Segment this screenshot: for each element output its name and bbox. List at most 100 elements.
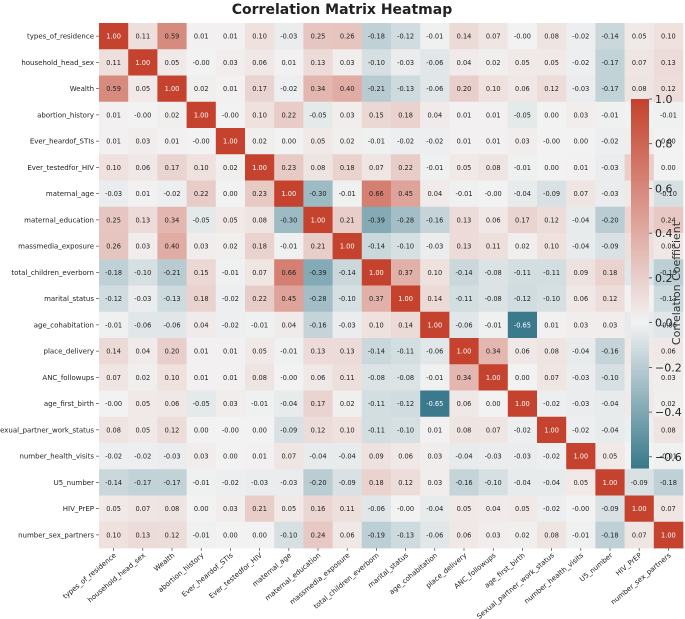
heatmap-cell-value: 0.07: [252, 269, 267, 277]
heatmap-cell-value: -0.02: [105, 453, 122, 461]
heatmap-cell: [128, 390, 158, 418]
heatmap-cell: [595, 416, 625, 444]
heatmap-cell: [128, 23, 158, 50]
heatmap-cell-value: 0.01: [457, 138, 472, 146]
heatmap-cell: [128, 259, 158, 286]
heatmap-cell: [478, 390, 509, 418]
heatmap-cell-value: 0.14: [398, 321, 413, 329]
heatmap-cell: [537, 49, 567, 76]
heatmap-cell-value: -0.28: [309, 295, 326, 303]
heatmap-cell-value: 1.00: [311, 216, 326, 224]
heatmap-cell-value: -0.06: [368, 505, 385, 513]
heatmap-cell: [245, 23, 275, 50]
heatmap-cell-value: 0.34: [311, 85, 326, 93]
colorbar-segment: [631, 126, 649, 131]
heatmap-cell: [595, 23, 625, 50]
heatmap-cell-value: -0.09: [601, 243, 618, 251]
heatmap-cell-value: -0.02: [572, 33, 589, 41]
heatmap-cell-value: 0.03: [194, 453, 209, 461]
heatmap-cell-value: -0.04: [543, 479, 560, 487]
heatmap-cell: [653, 128, 684, 155]
heatmap-cell-value: -0.14: [601, 33, 618, 41]
heatmap-cell-value: -0.16: [455, 479, 472, 487]
heatmap-cell: [215, 233, 246, 260]
heatmap-cell: [157, 259, 187, 286]
colorbar-segment: [631, 431, 649, 435]
heatmap-cell: [624, 495, 655, 523]
colorbar-segment: [631, 197, 649, 202]
heatmap-cell: [332, 180, 363, 208]
colorbar-segment: [631, 252, 649, 257]
heatmap-cell: [128, 338, 158, 365]
colorbar-segment: [631, 175, 649, 180]
y-tick-label: age_first_birth: [44, 400, 94, 408]
heatmap-cell: [391, 128, 421, 155]
colorbar-segment: [631, 255, 649, 260]
heatmap-cell-value: -0.13: [660, 295, 677, 303]
heatmap-cell-value: -0.11: [368, 426, 385, 434]
heatmap-cell: [537, 416, 567, 444]
heatmap-cell-value: 0.02: [340, 138, 355, 146]
heatmap-cell: [537, 311, 567, 339]
heatmap-cell: [537, 443, 567, 470]
colorbar-segment: [631, 222, 649, 226]
heatmap-cell: [537, 75, 567, 103]
colorbar-segment: [631, 160, 649, 165]
heatmap-cell: [507, 180, 538, 208]
heatmap-cell: [157, 233, 187, 260]
heatmap-cell-value: 0.00: [281, 138, 296, 146]
heatmap-cell: [157, 390, 187, 418]
heatmap-cell-value: 0.12: [544, 216, 559, 224]
heatmap-cell: [653, 154, 684, 181]
heatmap-cell-value: -0.30: [280, 216, 297, 224]
colorbar-segment: [631, 341, 649, 346]
heatmap-cell-value: 0.06: [515, 85, 530, 93]
colorbar-segment: [631, 274, 649, 278]
heatmap-cell-value: -0.30: [309, 190, 326, 198]
heatmap-cell-value: 0.01: [135, 190, 150, 198]
colorbar-segment: [631, 428, 649, 432]
heatmap-cell: [303, 128, 333, 155]
heatmap-cell-value: 0.10: [194, 164, 209, 172]
heatmap-cell: [361, 443, 392, 470]
heatmap-cell: [478, 49, 509, 76]
heatmap-cell-value: 0.17: [252, 85, 267, 93]
colorbar-segment: [631, 409, 649, 414]
y-tick-label: Sexual_partner_work_status: [0, 426, 94, 434]
colorbar-segment: [631, 363, 649, 368]
heatmap-cell: [653, 233, 684, 260]
heatmap-cell: [449, 521, 479, 549]
heatmap-cell: [332, 364, 363, 391]
heatmap-cell: [215, 259, 246, 286]
heatmap-cell-value: 0.04: [486, 505, 501, 513]
heatmap-cell: [566, 469, 596, 496]
colorbar-segment: [631, 114, 649, 119]
heatmap-cell: [537, 101, 567, 129]
heatmap-cell: [332, 443, 363, 470]
colorbar-segment: [631, 102, 649, 106]
heatmap-cell: [186, 128, 217, 155]
heatmap-cell: [157, 128, 187, 155]
heatmap-cell: [449, 206, 479, 234]
heatmap-cell: [99, 233, 129, 260]
colorbar-segment: [631, 397, 649, 401]
heatmap-cell-value: 0.34: [457, 374, 472, 382]
heatmap-cell-value: -0.01: [426, 374, 443, 382]
heatmap-cell: [537, 364, 567, 391]
heatmap-cell: [245, 154, 275, 181]
y-tick-label: massmedia_exposure: [18, 243, 94, 251]
heatmap-cell-value: 0.10: [661, 33, 676, 41]
heatmap-cell-value: 0.02: [252, 138, 267, 146]
heatmap-cell-value: -0.39: [309, 269, 326, 277]
heatmap-cell-value: -0.01: [105, 321, 122, 329]
heatmap-cell: [215, 23, 246, 50]
y-tick-label: marital_status: [44, 295, 94, 303]
colorbar-segment: [631, 148, 649, 152]
heatmap-cell-value: -0.03: [485, 453, 502, 461]
heatmap-cell-value: 0.10: [252, 33, 267, 41]
colorbar-segment: [631, 280, 649, 285]
heatmap-cell: [274, 154, 304, 181]
heatmap-cell-value: -0.01: [660, 453, 677, 461]
heatmap-cell: [274, 364, 304, 391]
heatmap-cell: [507, 75, 538, 103]
